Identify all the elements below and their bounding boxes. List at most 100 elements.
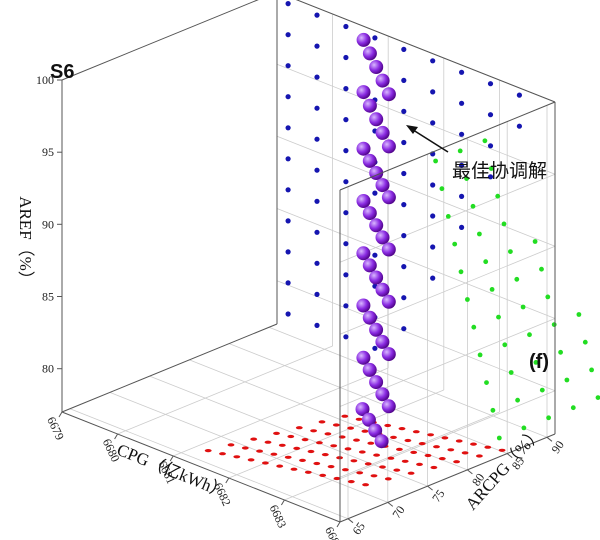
back-projection-point: [401, 264, 407, 270]
main-data-point: [381, 294, 396, 309]
floor-projection-point: [390, 435, 397, 439]
side-projection-point: [458, 269, 464, 275]
main-data-point: [375, 334, 390, 349]
grid-line: [69, 408, 349, 520]
floor-projection-point: [301, 438, 309, 442]
frame-edge: [61, 323, 278, 413]
grid-line: [276, 135, 556, 247]
back-projection-point: [487, 174, 494, 180]
floor-projection-point: [424, 453, 432, 458]
floor-projection-point: [364, 462, 372, 466]
back-projection-point: [401, 202, 407, 208]
main-data-point: [356, 350, 371, 365]
side-projection-point: [532, 239, 538, 244]
back-projection-point: [285, 280, 291, 286]
floor-projection-point: [418, 442, 426, 446]
back-projection-point: [487, 112, 494, 118]
main-data-point: [362, 258, 377, 273]
side-projection-point: [489, 287, 495, 292]
main-data-point: [356, 85, 371, 100]
side-projection-point: [464, 176, 469, 182]
back-projection-point: [285, 218, 291, 224]
side-projection-point: [576, 312, 582, 317]
back-projection-point: [372, 190, 378, 196]
back-projection-point: [459, 193, 465, 199]
floor-projection-point: [270, 452, 278, 456]
main-data-point: [381, 190, 396, 205]
floor-projection-point: [396, 447, 403, 451]
main-data-point: [356, 246, 371, 261]
floor-projection-point: [250, 437, 258, 441]
y-tick-mark: [387, 502, 394, 507]
back-projection-point: [343, 241, 349, 247]
side-projection-point: [488, 166, 494, 171]
floor-projection-point: [370, 474, 378, 478]
back-projection-point: [343, 334, 349, 340]
main-data-point: [381, 242, 396, 257]
floor-projection-point: [327, 465, 335, 469]
floor-projection-point: [398, 427, 406, 431]
back-projection-point: [459, 131, 465, 137]
side-projection-point: [484, 380, 489, 385]
main-data-point: [375, 125, 390, 140]
floor-projection-point: [313, 461, 321, 466]
back-projection-point: [401, 233, 407, 239]
side-projection-point: [539, 266, 544, 272]
x-tick-mark: [58, 411, 63, 418]
back-projection-point: [314, 74, 320, 80]
side-projection-point: [457, 148, 463, 154]
side-projection-point: [502, 342, 508, 348]
side-projection-point: [582, 339, 588, 345]
back-projection-point: [343, 86, 349, 92]
back-projection-point: [401, 139, 407, 146]
grid-line: [109, 392, 388, 503]
floor-projection-point: [455, 439, 463, 443]
z-axis-title: AREF（%）: [16, 196, 35, 288]
back-projection-point: [459, 162, 465, 168]
frame-edge: [61, 411, 341, 523]
grid-line: [276, 63, 556, 175]
grid-line: [284, 411, 500, 501]
back-projection-point: [430, 89, 436, 95]
main-data-point: [369, 218, 384, 233]
floor-projection-point: [295, 426, 303, 430]
floor-projection-point: [476, 454, 483, 458]
main-data-point: [374, 434, 389, 449]
back-projection-point: [430, 120, 436, 126]
side-projection-point: [520, 304, 526, 310]
floor-projection-point: [410, 450, 418, 454]
side-projection-point: [452, 241, 458, 247]
floor-projection-point: [433, 445, 440, 449]
grid-layer: [61, 0, 556, 523]
x-tick-label: 6679: [44, 414, 67, 442]
side-projection-point: [439, 186, 445, 192]
back-projection-point: [343, 272, 349, 278]
side-projection-point: [533, 360, 539, 365]
side-projection-point: [445, 214, 451, 219]
floor-projection-point: [204, 449, 212, 453]
grid-line: [276, 208, 556, 319]
back-projection-point: [430, 182, 436, 188]
back-projection-point: [459, 224, 465, 230]
floor-projection-point: [358, 450, 366, 454]
x-tick-label: 6684: [322, 524, 345, 540]
side-projection-point: [558, 349, 563, 355]
main-data-point: [381, 139, 396, 154]
main-data-point: [362, 206, 377, 221]
floor-projection-point: [441, 436, 449, 440]
floor-projection-point: [262, 461, 269, 465]
back-projection-point: [343, 210, 349, 216]
floor-projection-point: [287, 434, 295, 439]
side-projection-point: [521, 425, 527, 431]
floor-projection-point: [290, 467, 298, 471]
main-data-point: [356, 298, 371, 313]
back-projection-point: [285, 249, 291, 255]
back-projection-point: [343, 303, 349, 309]
floor-projection-point: [416, 462, 423, 466]
floor-projection-point: [353, 438, 360, 442]
back-projection-point: [516, 92, 523, 98]
grid-line: [117, 345, 333, 435]
main-data-point: [381, 399, 396, 414]
back-projection-point: [314, 105, 320, 111]
